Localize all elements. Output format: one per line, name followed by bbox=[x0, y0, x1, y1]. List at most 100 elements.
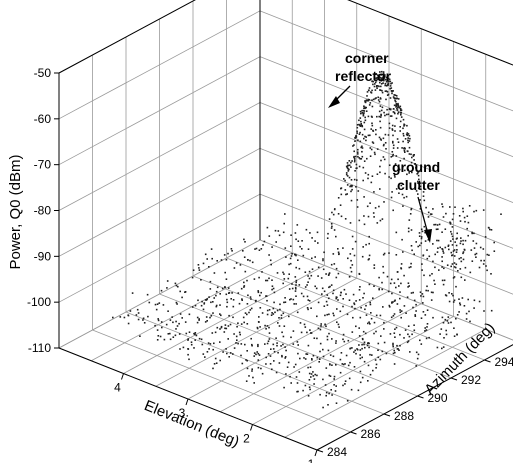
data-point bbox=[255, 247, 258, 250]
grid-line-floor-el bbox=[155, 277, 357, 387]
data-point bbox=[344, 189, 347, 191]
data-point bbox=[378, 78, 380, 80]
data-point bbox=[392, 153, 394, 156]
data-point bbox=[243, 238, 245, 241]
data-point bbox=[325, 367, 328, 369]
data-point bbox=[316, 374, 318, 377]
data-point bbox=[337, 251, 340, 254]
data-point bbox=[263, 240, 266, 243]
data-point bbox=[359, 110, 362, 113]
data-point bbox=[382, 75, 385, 77]
data-point bbox=[358, 119, 360, 122]
data-point bbox=[187, 338, 189, 340]
data-point bbox=[328, 392, 330, 395]
data-point bbox=[276, 309, 279, 312]
data-point bbox=[372, 98, 375, 101]
data-point bbox=[397, 102, 399, 105]
data-point bbox=[228, 292, 230, 294]
data-point bbox=[446, 320, 449, 322]
data-point bbox=[294, 253, 297, 256]
data-point bbox=[402, 118, 405, 121]
data-point bbox=[358, 289, 361, 291]
data-point bbox=[205, 316, 208, 318]
data-point bbox=[464, 239, 467, 242]
data-point bbox=[195, 334, 198, 337]
data-point bbox=[424, 330, 426, 332]
data-point bbox=[483, 310, 485, 312]
z-tick-label: -100 bbox=[27, 295, 51, 309]
data-point bbox=[184, 321, 187, 323]
data-point bbox=[284, 213, 286, 215]
data-point bbox=[142, 317, 145, 320]
data-point bbox=[372, 212, 375, 214]
data-point bbox=[295, 279, 298, 282]
data-point bbox=[335, 235, 337, 238]
data-point bbox=[226, 298, 228, 301]
data-point bbox=[415, 165, 418, 168]
data-point bbox=[127, 322, 130, 325]
data-point bbox=[305, 228, 308, 231]
data-point bbox=[473, 307, 475, 309]
data-point bbox=[403, 157, 405, 160]
data-point bbox=[304, 271, 307, 273]
data-point bbox=[342, 333, 345, 336]
data-point bbox=[453, 335, 456, 337]
data-point bbox=[271, 368, 273, 371]
data-point bbox=[339, 358, 342, 361]
data-point bbox=[373, 264, 376, 266]
data-point bbox=[363, 128, 366, 131]
data-point bbox=[369, 303, 372, 306]
annotation-corner-reflector: corner reflector bbox=[328, 50, 392, 108]
data-point bbox=[460, 276, 463, 279]
data-point bbox=[363, 112, 365, 114]
data-point bbox=[224, 324, 227, 326]
data-point bbox=[488, 254, 490, 256]
data-point bbox=[356, 132, 358, 134]
data-point bbox=[439, 246, 441, 249]
data-point bbox=[377, 342, 380, 345]
data-point bbox=[378, 205, 380, 208]
data-point bbox=[394, 130, 396, 132]
data-point bbox=[453, 249, 456, 251]
data-point bbox=[215, 304, 218, 307]
data-point bbox=[447, 322, 450, 324]
data-point bbox=[372, 369, 374, 372]
data-point bbox=[282, 335, 285, 338]
data-point bbox=[386, 275, 389, 278]
data-point bbox=[431, 273, 433, 275]
data-point bbox=[357, 155, 359, 158]
data-point bbox=[385, 352, 388, 355]
data-point bbox=[361, 155, 364, 158]
data-point bbox=[362, 297, 364, 299]
data-point bbox=[410, 207, 413, 210]
data-point bbox=[285, 256, 287, 258]
data-point bbox=[402, 205, 404, 207]
data-point bbox=[388, 108, 391, 110]
data-point bbox=[397, 112, 399, 115]
data-point bbox=[363, 160, 366, 162]
data-point bbox=[268, 277, 270, 280]
data-point bbox=[419, 244, 421, 247]
data-point bbox=[379, 126, 382, 129]
data-point bbox=[397, 106, 399, 109]
grid-line-right-wall-z bbox=[259, 193, 513, 295]
data-point bbox=[412, 155, 415, 157]
data-point bbox=[235, 262, 238, 264]
data-point bbox=[452, 294, 454, 297]
data-point bbox=[395, 188, 398, 190]
data-point bbox=[243, 286, 245, 288]
data-point bbox=[161, 326, 163, 329]
data-point bbox=[377, 349, 379, 351]
azimuth-tick-label: 290 bbox=[428, 391, 448, 405]
data-point bbox=[361, 112, 364, 114]
data-point bbox=[371, 175, 374, 177]
data-point bbox=[310, 332, 313, 334]
data-point bbox=[411, 249, 413, 252]
data-point bbox=[325, 273, 327, 275]
data-point bbox=[358, 165, 361, 168]
data-point bbox=[257, 343, 259, 346]
data-point bbox=[310, 307, 312, 309]
data-point bbox=[228, 314, 230, 317]
z-tick-label: -60 bbox=[34, 112, 52, 126]
